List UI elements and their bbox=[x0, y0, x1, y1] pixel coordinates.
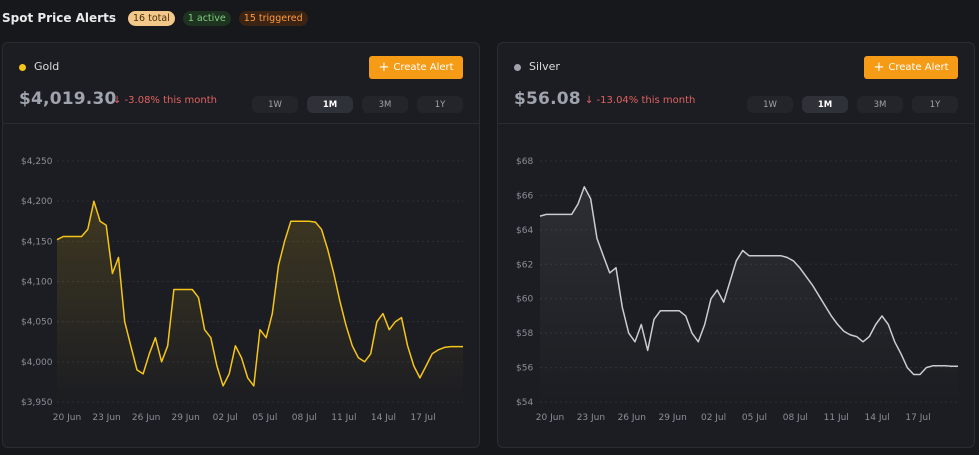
plus-icon: + bbox=[873, 59, 885, 75]
x-tick-label: 20 Jun bbox=[536, 413, 564, 423]
card-divider bbox=[498, 123, 974, 124]
range-1w-button[interactable]: 1W bbox=[252, 96, 298, 113]
x-tick-label: 23 Jun bbox=[92, 413, 120, 423]
y-tick-label: $4,100 bbox=[21, 278, 53, 288]
y-tick-label: $60 bbox=[516, 295, 533, 305]
create-alert-label: Create Alert bbox=[393, 62, 454, 73]
x-tick-label: 08 Jul bbox=[292, 413, 317, 423]
x-tick-label: 17 Jul bbox=[410, 413, 435, 423]
series-area bbox=[540, 186, 958, 402]
range-1y-button[interactable]: 1Y bbox=[912, 96, 958, 113]
range-1y-button[interactable]: 1Y bbox=[417, 96, 463, 113]
silver-dot-icon bbox=[514, 64, 521, 71]
y-tick-label: $3,950 bbox=[21, 398, 53, 408]
y-tick-label: $4,050 bbox=[21, 318, 53, 328]
series-line bbox=[539, 186, 958, 376]
x-tick-label: 14 Jul bbox=[865, 413, 890, 423]
x-tick-label: 26 Jun bbox=[132, 413, 160, 423]
create-alert-button[interactable]: + Create Alert bbox=[864, 56, 958, 79]
range-1m-button[interactable]: 1M bbox=[307, 96, 353, 113]
page-header: Spot Price Alerts 16 total 1 active 15 t… bbox=[2, 9, 308, 27]
page-title: Spot Price Alerts bbox=[2, 11, 116, 25]
x-tick-label: 14 Jul bbox=[371, 413, 396, 423]
series-area bbox=[57, 201, 463, 402]
range-1w-button[interactable]: 1W bbox=[747, 96, 793, 113]
y-tick-label: $54 bbox=[516, 398, 533, 408]
x-tick-label: 11 Jul bbox=[331, 413, 356, 423]
card-divider bbox=[3, 123, 479, 124]
range-selector: 1W 1M 3M 1Y bbox=[747, 96, 958, 113]
monthly-change: ↓ -13.04% this month bbox=[585, 95, 696, 106]
y-tick-label: $4,200 bbox=[21, 197, 53, 207]
x-tick-label: 08 Jul bbox=[783, 413, 808, 423]
x-tick-label: 26 Jun bbox=[618, 413, 646, 423]
x-tick-label: 02 Jul bbox=[701, 413, 726, 423]
x-tick-label: 17 Jul bbox=[905, 413, 930, 423]
create-alert-label: Create Alert bbox=[888, 62, 949, 73]
card-name: Silver bbox=[529, 60, 560, 73]
active-badge: 1 active bbox=[182, 10, 231, 26]
total-badge: 16 total bbox=[127, 10, 175, 26]
spot-price: $4,019.30 bbox=[19, 89, 117, 109]
range-selector: 1W 1M 3M 1Y bbox=[252, 96, 463, 113]
x-tick-label: 29 Jun bbox=[658, 413, 686, 423]
x-tick-label: 29 Jun bbox=[171, 413, 199, 423]
gold-dot-icon bbox=[19, 64, 26, 71]
x-tick-label: 05 Jul bbox=[742, 413, 767, 423]
y-tick-label: $4,150 bbox=[21, 237, 53, 247]
range-3m-button[interactable]: 3M bbox=[362, 96, 408, 113]
gold-card: Gold + Create Alert $4,019.30 ↓ -3.08% t… bbox=[2, 42, 480, 448]
create-alert-button[interactable]: + Create Alert bbox=[369, 56, 463, 79]
y-tick-label: $4,000 bbox=[21, 358, 53, 368]
series-line bbox=[56, 200, 463, 387]
y-tick-label: $66 bbox=[516, 191, 533, 201]
plus-icon: + bbox=[378, 59, 390, 75]
monthly-change: ↓ -3.08% this month bbox=[113, 95, 217, 106]
y-tick-label: $58 bbox=[516, 329, 533, 339]
x-tick-label: 05 Jul bbox=[252, 413, 277, 423]
range-3m-button[interactable]: 3M bbox=[857, 96, 903, 113]
x-tick-label: 20 Jun bbox=[53, 413, 81, 423]
x-tick-label: 02 Jul bbox=[213, 413, 238, 423]
y-tick-label: $68 bbox=[516, 157, 533, 167]
y-tick-label: $64 bbox=[516, 226, 533, 236]
y-tick-label: $56 bbox=[516, 364, 533, 374]
y-tick-label: $4,250 bbox=[21, 157, 53, 167]
y-tick-label: $62 bbox=[516, 260, 533, 270]
range-1m-button[interactable]: 1M bbox=[802, 96, 848, 113]
gold-price-chart: $4,250 $4,200 $4,150 $4,100 $4,050 $4,000 $3,9… bbox=[21, 157, 463, 423]
silver-card: Silver + Create Alert $56.08 ↓ -13.04% t… bbox=[497, 42, 975, 448]
spot-price: $56.08 bbox=[514, 89, 581, 109]
triggered-badge: 15 triggered bbox=[238, 10, 308, 26]
card-name: Gold bbox=[34, 60, 60, 73]
x-tick-label: 23 Jun bbox=[577, 413, 605, 423]
x-tick-label: 11 Jul bbox=[824, 413, 849, 423]
